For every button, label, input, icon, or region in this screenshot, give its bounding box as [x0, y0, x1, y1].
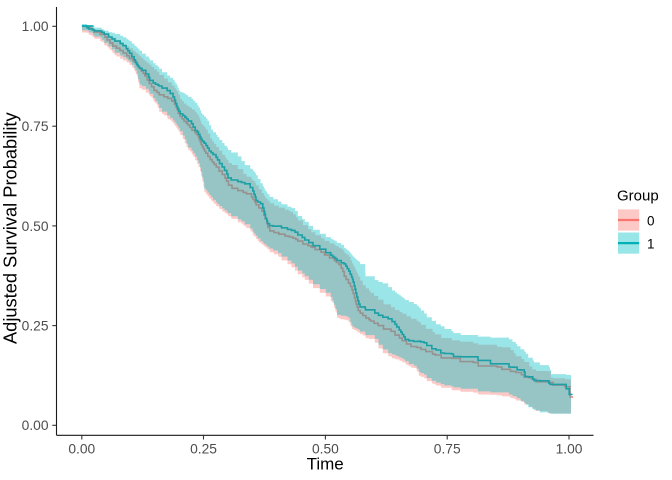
- svg-text:0.25: 0.25: [22, 319, 49, 334]
- svg-text:0.50: 0.50: [312, 441, 339, 456]
- svg-text:Group: Group: [617, 188, 659, 205]
- svg-text:1.00: 1.00: [22, 19, 49, 34]
- svg-text:0.75: 0.75: [434, 441, 461, 456]
- svg-text:1: 1: [647, 237, 655, 252]
- svg-text:0.75: 0.75: [22, 119, 49, 134]
- svg-text:0.00: 0.00: [22, 418, 49, 433]
- svg-text:0.50: 0.50: [22, 219, 49, 234]
- svg-text:Adjusted Survival Probability: Adjusted Survival Probability: [0, 112, 21, 345]
- svg-text:Time: Time: [307, 455, 344, 474]
- svg-text:1.00: 1.00: [556, 441, 583, 456]
- svg-text:0.25: 0.25: [190, 441, 217, 456]
- svg-text:0.00: 0.00: [68, 441, 95, 456]
- svg-text:0: 0: [647, 214, 655, 229]
